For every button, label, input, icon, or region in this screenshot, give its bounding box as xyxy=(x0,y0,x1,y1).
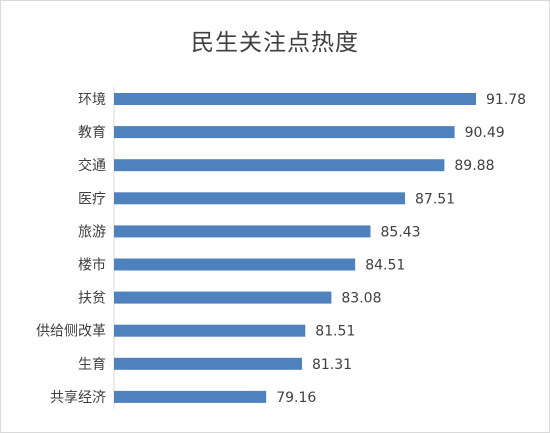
value-label-2: 89.88 xyxy=(454,158,494,174)
category-label-7: 供给侧改革 xyxy=(36,324,106,340)
value-label-7: 81.51 xyxy=(315,324,355,340)
category-label-5: 楼市 xyxy=(78,257,106,274)
category-label-6: 扶贫 xyxy=(78,291,106,307)
category-label-9: 共享经济 xyxy=(50,389,106,406)
value-label-6: 83.08 xyxy=(341,291,381,307)
category-label-8: 生育 xyxy=(78,357,106,373)
value-label-4: 85.43 xyxy=(381,224,421,240)
value-label-9: 79.16 xyxy=(276,390,316,406)
bar-5 xyxy=(114,258,356,271)
category-label-1: 教育 xyxy=(78,125,106,141)
category-label-3: 医疗 xyxy=(78,191,106,207)
chart-title: 民生关注点热度 xyxy=(191,30,359,56)
bar-1 xyxy=(114,126,455,139)
bar-7 xyxy=(114,324,306,337)
value-label-0: 91.78 xyxy=(486,92,526,108)
bar-9 xyxy=(114,390,267,403)
value-labels-layer: 91.78 90.49 89.88 87.51 85.43 84.51 83.08 81.51… xyxy=(276,92,526,406)
value-label-1: 90.49 xyxy=(465,125,505,141)
value-label-5: 84.51 xyxy=(365,258,405,274)
bar-2 xyxy=(114,159,445,172)
bars-layer xyxy=(114,93,476,403)
bar-4 xyxy=(114,225,371,238)
category-label-4: 旅游 xyxy=(78,224,106,240)
category-label-2: 交通 xyxy=(78,157,106,174)
category-label-0: 环境 xyxy=(78,92,106,108)
bar-3 xyxy=(114,192,405,205)
value-label-3: 87.51 xyxy=(415,191,455,207)
bar-8 xyxy=(114,357,302,370)
bar-0 xyxy=(114,93,476,105)
value-label-8: 81.31 xyxy=(312,357,352,373)
bar-6 xyxy=(114,291,332,304)
